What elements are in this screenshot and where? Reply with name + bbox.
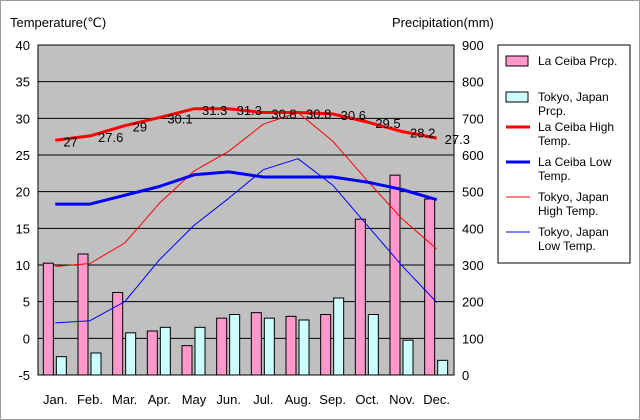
data-label: 30.8 xyxy=(271,106,296,121)
data-label: 28.2 xyxy=(410,126,435,141)
line-laceiba_low xyxy=(55,170,438,206)
bar-laceiba_prcp xyxy=(424,198,436,376)
x-tick-label: Feb. xyxy=(77,392,103,407)
y-left-tick-label: 35 xyxy=(16,75,30,90)
y-left-tick-label: -5 xyxy=(18,368,30,383)
y-left-tick-label: 20 xyxy=(16,185,30,200)
bar-tokyo_prcp xyxy=(367,314,379,376)
bar-laceiba_prcp xyxy=(250,312,262,376)
y-right-tick-label: 700 xyxy=(462,111,484,126)
line-tokyo_low xyxy=(55,158,438,324)
y-right-axis-title: Precipitation(mm) xyxy=(392,15,494,30)
bar-tokyo_prcp xyxy=(90,352,102,376)
bar-tokyo_prcp xyxy=(437,359,449,376)
data-label: 27.3 xyxy=(445,132,470,147)
x-tick-label: Apr. xyxy=(148,392,171,407)
bar-tokyo_prcp xyxy=(229,314,241,376)
legend-label: La Ceiba Prcp. xyxy=(538,54,617,68)
data-label: 31.3 xyxy=(237,103,262,118)
line-laceiba_high xyxy=(55,107,437,142)
y-left-tick-label: 25 xyxy=(16,148,30,163)
bar-laceiba_prcp xyxy=(77,253,89,376)
y-left-tick-label: 5 xyxy=(23,295,30,310)
bar-tokyo_prcp xyxy=(194,326,206,376)
y-right-tick-label: 200 xyxy=(462,295,484,310)
bar-laceiba_prcp xyxy=(181,345,193,376)
legend-label: La Ceiba High Temp. xyxy=(538,120,614,148)
x-tick-label: Jan. xyxy=(43,392,68,407)
data-label: 30.1 xyxy=(167,112,192,127)
y-right-tick-label: 100 xyxy=(462,331,484,346)
y-right-tick-label: 600 xyxy=(462,148,484,163)
legend-swatch xyxy=(505,55,529,67)
x-tick-label: Aug. xyxy=(285,392,312,407)
y-left-tick-label: 10 xyxy=(16,258,30,273)
legend-swatch xyxy=(505,91,529,103)
bar-laceiba_prcp xyxy=(354,218,366,376)
bar-laceiba_prcp xyxy=(285,315,297,376)
y-right-tick-label: 900 xyxy=(462,38,484,53)
y-left-tick-label: 30 xyxy=(16,111,30,126)
x-tick-label: Oct. xyxy=(355,392,379,407)
bar-tokyo_prcp xyxy=(125,332,137,376)
y-left-tick-label: 40 xyxy=(16,38,30,53)
data-label: 30.8 xyxy=(306,106,331,121)
x-tick-label: Jul. xyxy=(253,392,273,407)
legend-label: Tokyo, Japan Low Temp. xyxy=(538,225,609,253)
bar-laceiba_prcp xyxy=(42,262,54,376)
x-tick-label: Jun. xyxy=(216,392,241,407)
bar-tokyo_prcp xyxy=(55,356,67,376)
data-label: 31.3 xyxy=(202,103,227,118)
data-label: 27 xyxy=(63,134,77,149)
y-left-axis-title: Temperature(℃) xyxy=(10,15,106,30)
x-tick-label: Nov. xyxy=(389,392,415,407)
bar-tokyo_prcp xyxy=(263,317,275,376)
bar-laceiba_prcp xyxy=(389,174,401,376)
legend-box xyxy=(497,44,631,264)
y-right-tick-label: 800 xyxy=(462,75,484,90)
legend-label: Tokyo, Japan High Temp. xyxy=(538,190,609,218)
bar-tokyo_prcp xyxy=(159,326,171,376)
bar-tokyo_prcp xyxy=(333,297,345,376)
line-tokyo_high xyxy=(55,112,438,267)
data-label: 29 xyxy=(133,120,147,135)
data-label: 30.6 xyxy=(341,108,366,123)
y-left-tick-label: 15 xyxy=(16,221,30,236)
bar-tokyo_prcp xyxy=(298,319,310,376)
bar-laceiba_prcp xyxy=(146,330,158,376)
bar-laceiba_prcp xyxy=(216,317,228,376)
y-right-tick-label: 500 xyxy=(462,185,484,200)
y-right-tick-label: 0 xyxy=(462,368,469,383)
x-tick-label: Dec. xyxy=(423,392,450,407)
x-tick-label: May xyxy=(182,392,207,407)
y-left-tick-label: 0 xyxy=(23,331,30,346)
bar-laceiba_prcp xyxy=(320,314,332,376)
bar-laceiba_prcp xyxy=(112,292,124,376)
plot-area xyxy=(37,44,455,376)
legend-label: La Ceiba Low Temp. xyxy=(538,155,612,183)
y-right-tick-label: 400 xyxy=(462,221,484,236)
data-label: 27.6 xyxy=(98,130,123,145)
legend-label: Tokyo, Japan Prcp. xyxy=(538,90,609,118)
y-right-tick-label: 300 xyxy=(462,258,484,273)
bar-tokyo_prcp xyxy=(402,339,414,376)
x-tick-label: Mar. xyxy=(112,392,137,407)
data-label: 29.5 xyxy=(375,116,400,131)
x-tick-label: Sep. xyxy=(319,392,346,407)
